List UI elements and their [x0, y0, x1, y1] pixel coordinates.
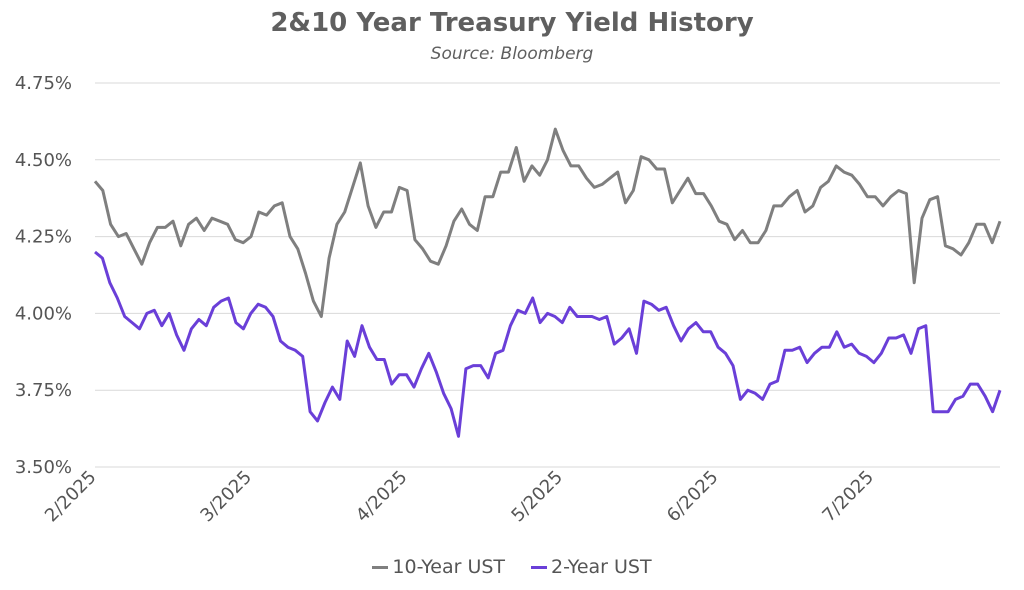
x-tick-label: 7/2025 [818, 467, 878, 527]
y-tick-label: 3.50% [15, 457, 72, 478]
x-tick-label: 6/2025 [663, 467, 723, 527]
y-tick-label: 3.75% [15, 380, 72, 401]
legend-item-2-year: 2-Year UST [531, 556, 652, 578]
chart-subtitle: Source: Bloomberg [430, 44, 594, 64]
legend-label-10-year: 10-Year UST [392, 556, 506, 578]
y-tick-label: 4.25% [15, 227, 72, 248]
chart-title: 2&10 Year Treasury Yield History [270, 8, 754, 38]
series-line-2-year [94, 250, 1002, 438]
legend-item-10-year: 10-Year UST [372, 556, 505, 578]
legend-swatch-2-year [531, 565, 548, 569]
grid-lines [95, 82, 1000, 468]
x-tick-label: 5/2025 [507, 467, 567, 527]
y-axis-labels: 3.50% 3.75% 4.00% 4.25% 4.50% 4.75% [15, 73, 72, 478]
y-tick-label: 4.00% [15, 303, 72, 324]
series-lines [93, 127, 1002, 438]
legend-swatch-10-year [372, 565, 389, 569]
x-axis-labels: 2/2025 3/2025 4/2025 5/2025 6/2025 7/2025 [41, 467, 878, 527]
legend: 10-Year UST 2-Year UST [0, 556, 1024, 578]
y-tick-label: 4.75% [15, 73, 72, 94]
x-tick-label: 4/2025 [352, 467, 412, 527]
x-tick-label: 3/2025 [196, 467, 256, 527]
legend-label-2-year: 2-Year UST [551, 556, 652, 578]
series-line-10-year [93, 127, 1002, 318]
y-tick-label: 4.50% [15, 150, 72, 171]
